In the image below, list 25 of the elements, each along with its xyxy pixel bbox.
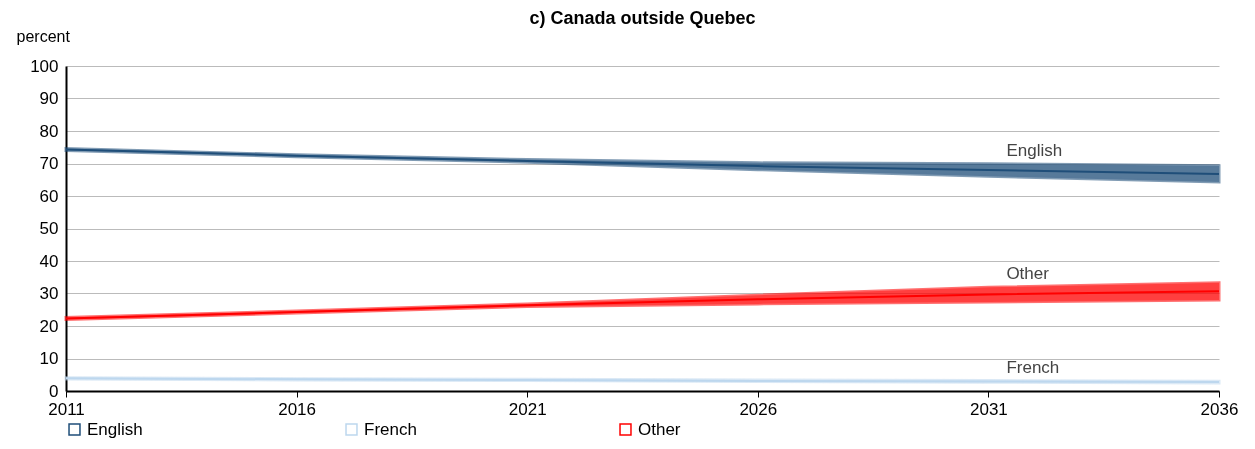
text: French <box>1006 357 1060 377</box>
y-axis-title: percent <box>16 27 71 45</box>
y-tick-label: 70 <box>39 154 59 173</box>
y-tick-label: 20 <box>39 316 59 336</box>
y-tick-label: 40 <box>39 251 59 271</box>
legend-label: French <box>364 419 417 439</box>
text: Other <box>1006 264 1049 284</box>
y-tick-label: 0 <box>49 381 59 401</box>
y-tick-label: 90 <box>39 89 59 108</box>
y-tick-label: 60 <box>39 186 59 206</box>
x-tick-label: 2016 <box>278 399 317 419</box>
legend-label: Other <box>638 419 681 439</box>
chart-title: c) Canada outside Quebec <box>529 8 756 28</box>
legend-label: English <box>87 419 143 439</box>
x-tick-label: 2036 <box>1200 399 1239 419</box>
x-tick-label: 2011 <box>48 399 85 419</box>
x-tick-label: 2026 <box>739 399 778 419</box>
x-tick-label: 2031 <box>969 399 1008 419</box>
y-tick-label: 80 <box>39 121 59 141</box>
y-tick-label: 30 <box>39 284 59 303</box>
x-tick-label: 2021 <box>508 399 547 419</box>
y-tick-label: 10 <box>39 349 59 368</box>
y-tick-label: 50 <box>39 219 59 238</box>
y-tick-label: 100 <box>30 56 59 76</box>
text: English <box>1006 140 1063 160</box>
